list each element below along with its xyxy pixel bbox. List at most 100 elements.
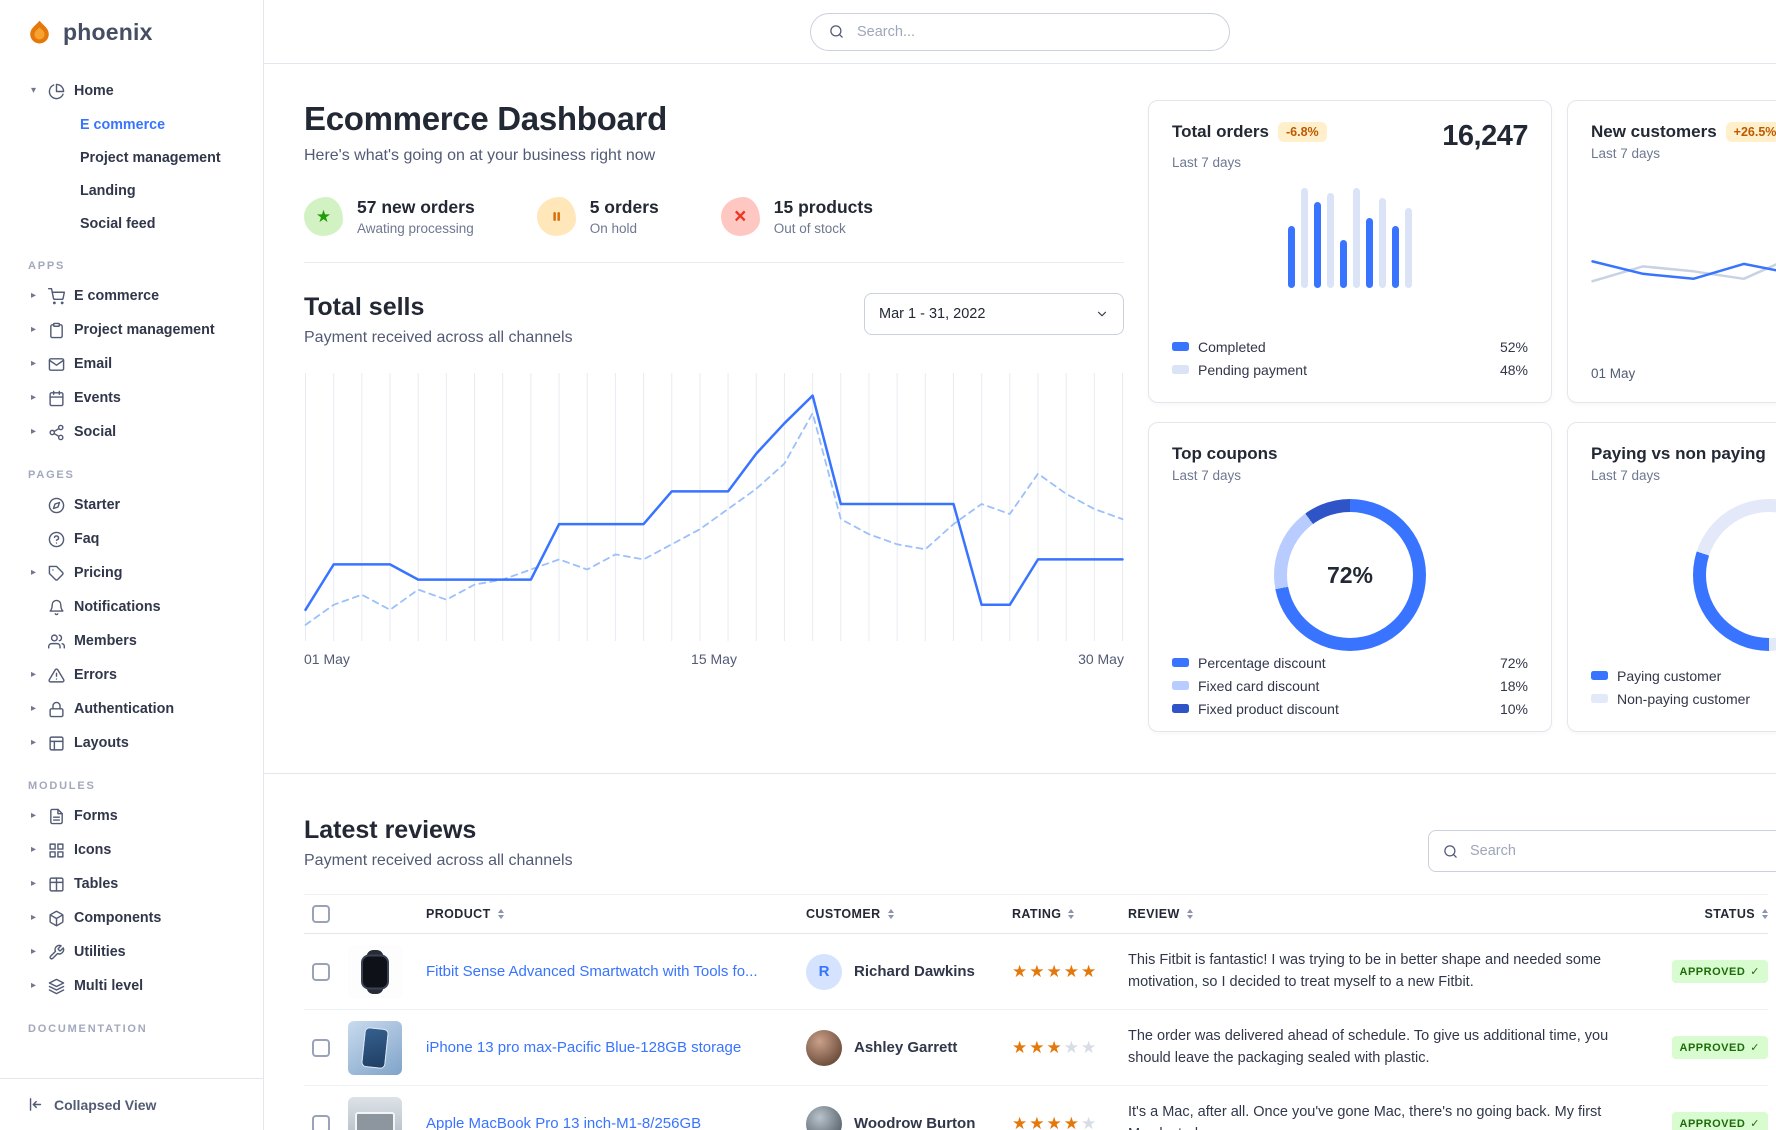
date-range-select[interactable]: Mar 1 - 31, 2022 [864, 293, 1124, 335]
caret-right-icon: ▸ [30, 844, 37, 855]
sort-icon [497, 909, 504, 919]
sort-icon [887, 909, 894, 919]
rating-stars: ★★★★★ [1012, 1113, 1099, 1130]
table-header-row: PRODUCT CUSTOMER RATING REVIEW [304, 894, 1768, 934]
total-sells-header: Total sells Payment received across all … [304, 293, 1124, 347]
pause-icon [536, 197, 576, 236]
bell-icon [48, 599, 65, 616]
sidebar-item-label: Notifications [74, 599, 161, 615]
caret-right-icon: ▸ [30, 426, 37, 437]
sidebar-item-landing[interactable]: Landing [80, 182, 136, 199]
column-header-product[interactable]: PRODUCT [426, 907, 806, 921]
sort-icon [1762, 909, 1768, 919]
sidebar-item-tables[interactable]: ▸ Tables [0, 867, 263, 901]
sidebar-item-social[interactable]: ▸ Social [0, 415, 263, 449]
search-input[interactable] [855, 22, 1211, 41]
sidebar-item-forms[interactable]: ▸ Forms [0, 799, 263, 833]
table-row[interactable]: Apple MacBook Pro 13 inch-M1-8/256GB Woo… [304, 1086, 1768, 1130]
collapsed-view-toggle[interactable]: Collapsed View [0, 1078, 263, 1130]
sidebar-item-layouts[interactable]: ▸ Layouts [0, 726, 263, 760]
sidebar-item-label: Utilities [74, 944, 126, 960]
product-image[interactable] [348, 944, 402, 999]
sidebar-item-authentication[interactable]: ▸ Authentication [0, 692, 263, 726]
sidebar-item-ecommerce-app[interactable]: ▸ E commerce [0, 279, 263, 313]
legend-row: Paying customer [1591, 664, 1776, 687]
sidebar-item-members[interactable]: ▸ Members [0, 624, 263, 658]
product-image[interactable] [348, 1020, 402, 1075]
product-link[interactable]: iPhone 13 pro max-Pacific Blue-128GB sto… [426, 1039, 742, 1056]
sidebar-item-ecommerce[interactable]: E commerce [80, 116, 166, 133]
product-link[interactable]: Apple MacBook Pro 13 inch-M1-8/256GB [426, 1115, 702, 1130]
product-image[interactable] [348, 1096, 402, 1130]
grid-icon [48, 842, 65, 859]
caret-right-icon: ▸ [30, 567, 37, 578]
row-checkbox[interactable] [312, 962, 330, 981]
stats-row: ★ 57 new orders Awating processing [304, 197, 1124, 263]
product-link[interactable]: Fitbit Sense Advanced Smartwatch with To… [426, 963, 758, 980]
caret-right-icon: ▸ [30, 703, 37, 714]
layout-icon [48, 735, 65, 752]
card-title: Total orders [1172, 122, 1269, 141]
sidebar-item-faq[interactable]: ▸ Faq [0, 522, 263, 556]
sidebar-item-project-management[interactable]: Project management [80, 149, 221, 166]
stat-caption: Out of stock [773, 221, 846, 236]
card-period: Last 7 days [1172, 155, 1242, 170]
sidebar-item-email[interactable]: ▸ Email [0, 347, 263, 381]
sidebar-item-events[interactable]: ▸ Events [0, 381, 263, 415]
sidebar-item-components[interactable]: ▸ Components [0, 901, 263, 935]
column-header-review[interactable]: REVIEW [1128, 907, 1668, 921]
bar [1405, 208, 1412, 288]
table-row[interactable]: iPhone 13 pro max-Pacific Blue-128GB sto… [304, 1010, 1768, 1086]
reviews-search-input[interactable] [1468, 842, 1776, 860]
legend-label: Non-paying customer [1617, 690, 1751, 707]
sidebar-item-icons[interactable]: ▸ Icons [0, 833, 263, 867]
bar [1340, 240, 1347, 288]
sidebar-item-utilities[interactable]: ▸ Utilities [0, 935, 263, 969]
row-checkbox[interactable] [312, 1038, 330, 1057]
legend-row: Fixed card discount 18% [1172, 674, 1528, 697]
sidebar-item-label: Tables [74, 876, 119, 892]
top-header [264, 0, 1776, 64]
dashboard-left: Ecommerce Dashboard Here's what's going … [304, 100, 1124, 773]
caret-right-icon: ▸ [30, 358, 37, 369]
clipboard-icon [48, 322, 65, 339]
global-search[interactable] [810, 12, 1230, 51]
sidebar-item-home[interactable]: ▾ Home [0, 74, 263, 108]
card-period: Last 7 days [1172, 468, 1242, 483]
legend-label: Paying customer [1617, 667, 1722, 684]
legend-swatch [1591, 671, 1608, 680]
legend-label: Pending payment [1198, 361, 1307, 378]
reviews-search[interactable] [1428, 830, 1776, 872]
sidebar-item-multi-level[interactable]: ▸ Multi level [0, 969, 263, 1003]
sidebar-item-label: Layouts [74, 735, 129, 751]
legend-swatch [1172, 681, 1189, 690]
sidebar-item-starter[interactable]: ▸ Starter [0, 488, 263, 522]
legend-swatch [1172, 704, 1189, 713]
sidebar-section-modules: MODULES [28, 780, 96, 792]
brand-name: phoenix [63, 18, 153, 45]
chevron-down-icon [1095, 307, 1109, 321]
row-checkbox[interactable] [312, 1114, 330, 1130]
sidebar-item-notifications[interactable]: ▸ Notifications [0, 590, 263, 624]
lock-icon [48, 701, 65, 718]
bar [1379, 198, 1386, 288]
dashboard-cards: Total orders -6.8% 16,247 Last 7 days Co… [1148, 100, 1776, 773]
select-all-checkbox[interactable] [312, 905, 330, 923]
stat-caption: Awating processing [357, 221, 474, 236]
gauge-chart [1693, 499, 1776, 651]
sidebar-item-pricing[interactable]: ▸ Pricing [0, 556, 263, 590]
customer-name: Ashley Garrett [854, 1039, 958, 1056]
table-row[interactable]: Fitbit Sense Advanced Smartwatch with To… [304, 934, 1768, 1010]
column-header-customer[interactable]: CUSTOMER [806, 907, 1012, 921]
star-icon: ★ [304, 197, 343, 236]
sidebar-item-social-feed[interactable]: Social feed [80, 215, 156, 232]
brand-logo[interactable]: phoenix [0, 0, 263, 64]
caret-right-icon: ▸ [30, 290, 37, 301]
card-period: Last 7 days [1591, 468, 1661, 483]
column-header-rating[interactable]: RATING [1012, 907, 1128, 921]
caret-right-icon: ▸ [30, 392, 37, 403]
sidebar-item-errors[interactable]: ▸ Errors [0, 658, 263, 692]
column-header-status[interactable]: STATUS [1668, 907, 1768, 921]
sidebar-item-project-management-app[interactable]: ▸ Project management [0, 313, 263, 347]
legend-label: Completed [1198, 338, 1266, 355]
